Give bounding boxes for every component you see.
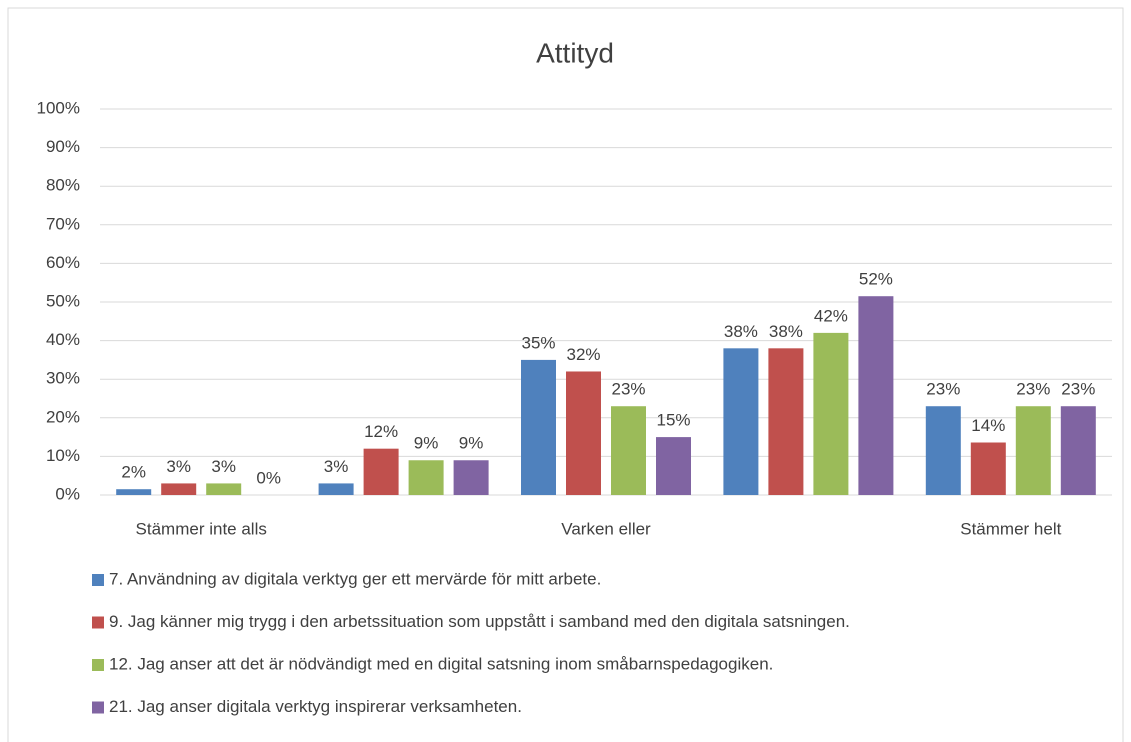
- data-label: 32%: [566, 345, 600, 364]
- legend-label: 12. Jag anser att det är nödvändigt med …: [109, 654, 773, 673]
- legend-swatch: [92, 616, 104, 629]
- data-label: 42%: [814, 306, 848, 325]
- bar: [161, 483, 197, 495]
- y-tick-label: 0%: [55, 484, 80, 503]
- data-label: 0%: [256, 468, 281, 487]
- data-label: 3%: [166, 457, 191, 476]
- bar: [116, 489, 152, 495]
- data-label: 23%: [926, 380, 960, 399]
- data-label: 3%: [324, 457, 349, 476]
- legend-label: 7. Användning av digitala verktyg ger et…: [109, 569, 601, 588]
- bar: [566, 371, 601, 495]
- bar: [206, 483, 242, 495]
- bar: [970, 442, 1006, 495]
- data-label: 23%: [1016, 380, 1050, 399]
- y-tick-label: 80%: [46, 176, 80, 195]
- y-tick-label: 90%: [46, 137, 80, 156]
- bar: [363, 448, 399, 495]
- bar: [611, 406, 646, 495]
- bar: [521, 359, 556, 495]
- data-label: 38%: [724, 322, 758, 341]
- bar: [408, 460, 444, 495]
- data-label: 15%: [656, 411, 690, 430]
- y-tick-label: 40%: [46, 330, 80, 349]
- y-tick-label: 60%: [46, 253, 80, 272]
- legend-swatch: [92, 659, 104, 671]
- bar: [318, 483, 354, 495]
- bar: [813, 332, 849, 495]
- bar: [1015, 406, 1051, 495]
- data-label: 12%: [364, 422, 398, 441]
- data-label: 23%: [611, 380, 645, 399]
- y-tick-label: 70%: [46, 214, 80, 233]
- bar: [453, 460, 489, 495]
- data-label: 9%: [459, 434, 484, 453]
- data-label: 9%: [414, 434, 439, 453]
- data-label: 14%: [971, 416, 1005, 435]
- legend-label: 21. Jag anser digitala verktyg inspirera…: [109, 697, 522, 716]
- data-label: 23%: [1061, 380, 1095, 399]
- bar: [1060, 406, 1096, 495]
- bar: [656, 437, 691, 495]
- legend-swatch: [92, 574, 104, 586]
- bar: [925, 406, 961, 495]
- data-label: 38%: [769, 322, 803, 341]
- y-tick-label: 10%: [46, 446, 80, 465]
- data-label: 35%: [521, 333, 555, 352]
- legend-swatch: [92, 701, 104, 714]
- x-tick-label: Stämmer inte alls: [136, 519, 267, 538]
- bar: [858, 296, 894, 495]
- data-label: 52%: [859, 270, 893, 289]
- x-tick-label: Stämmer helt: [960, 519, 1061, 538]
- y-tick-label: 30%: [46, 369, 80, 388]
- bar: [723, 348, 759, 495]
- x-tick-label: Varken eller: [561, 519, 651, 538]
- bar: [768, 348, 804, 495]
- chart-border: [7, 7, 1124, 742]
- chart-title: Attityd: [536, 37, 614, 68]
- legend-label: 9. Jag känner mig trygg i den arbetssitu…: [109, 612, 850, 631]
- y-tick-label: 50%: [46, 291, 80, 310]
- data-label: 2%: [121, 463, 146, 482]
- data-label: 3%: [211, 457, 236, 476]
- y-tick-label: 100%: [37, 98, 80, 117]
- y-tick-label: 20%: [46, 407, 80, 426]
